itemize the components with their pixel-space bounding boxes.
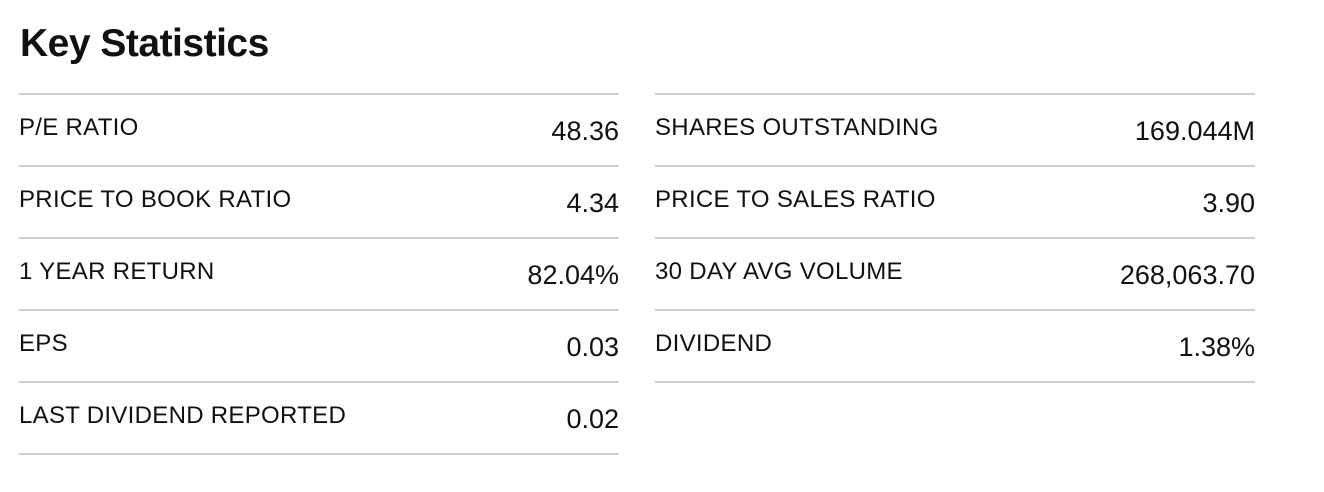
stat-value: 1.38% [1178, 331, 1255, 362]
stat-row: LAST DIVIDEND REPORTED 0.02 [19, 383, 619, 455]
stat-row: P/E RATIO 48.36 [19, 95, 619, 167]
stat-value: 4.34 [566, 187, 619, 218]
stat-row: 1 YEAR RETURN 82.04% [19, 239, 619, 311]
stat-label: 1 YEAR RETURN [19, 258, 215, 285]
stat-value: 268,063.70 [1119, 259, 1255, 290]
stat-value: 0.02 [566, 403, 619, 434]
stat-label: DIVIDEND [655, 330, 773, 357]
section-title: Key Statistics [20, 22, 269, 65]
stats-column: SHARES OUTSTANDING 169.044M PRICE TO SALES… [655, 93, 1255, 383]
stat-row: PRICE TO BOOK RATIO 4.34 [19, 167, 619, 239]
stat-label: LAST DIVIDEND REPORTED [19, 402, 347, 429]
stat-value: 82.04% [527, 259, 619, 290]
stat-label: PRICE TO SALES RATIO [655, 186, 936, 213]
stat-row: PRICE TO SALES RATIO 3.90 [655, 167, 1255, 239]
stat-value: 3.90 [1202, 187, 1255, 218]
stat-label: SHARES OUTSTANDING [655, 114, 939, 141]
stat-row: EPS 0.03 [19, 311, 619, 383]
stats-column: P/E RATIO 48.36 PRICE TO BOOK RATIO 4.34 1 Y… [19, 93, 619, 455]
stat-value: 0.03 [566, 331, 619, 362]
stat-label: 30 DAY AVG VOLUME [655, 258, 903, 285]
stat-row: 30 DAY AVG VOLUME 268,063.70 [655, 239, 1255, 311]
stat-label: EPS [19, 330, 68, 357]
stat-row: SHARES OUTSTANDING 169.044M [655, 95, 1255, 167]
stat-row: DIVIDEND 1.38% [655, 311, 1255, 383]
stat-label: P/E RATIO [19, 114, 139, 141]
stat-value: 169.044M [1134, 115, 1255, 146]
stat-label: PRICE TO BOOK RATIO [19, 186, 292, 213]
stat-value: 48.36 [551, 115, 619, 146]
